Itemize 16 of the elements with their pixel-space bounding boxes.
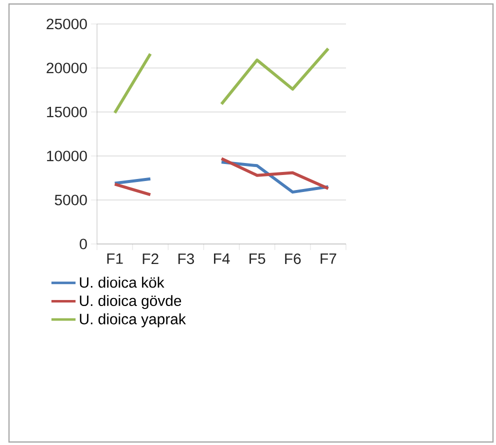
x-tick-label: F7	[320, 254, 336, 264]
y-tick-label: 10000	[47, 150, 87, 162]
x-tick-label: F4	[214, 254, 230, 264]
x-tick-label: F1	[107, 254, 123, 264]
x-tick-label: F2	[142, 254, 158, 264]
legend-label: U. dioica yaprak	[80, 313, 186, 328]
y-tick-label: 0	[80, 238, 87, 250]
x-tick-label: F3	[178, 254, 194, 264]
y-tick-label: 20000	[46, 62, 87, 74]
x-tick-label: F5	[250, 254, 266, 264]
x-tick-label: F6	[285, 254, 301, 264]
legend-label: U. dioica kök	[80, 276, 164, 288]
y-tick-label: 5000	[54, 194, 87, 206]
y-tick-label: 25000	[46, 18, 87, 30]
legend-label: U. dioica gövde	[80, 295, 182, 309]
y-tick-label: 15000	[47, 106, 87, 118]
